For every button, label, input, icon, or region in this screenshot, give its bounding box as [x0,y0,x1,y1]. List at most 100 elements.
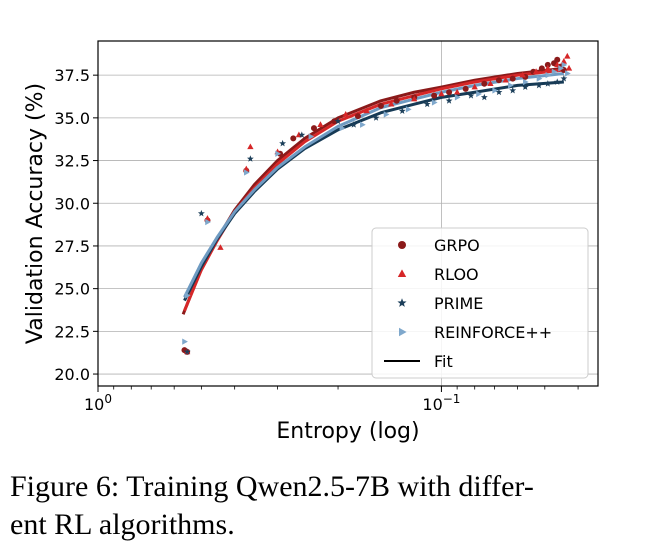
data-point [205,218,211,226]
data-point [565,64,573,71]
data-point [377,102,384,109]
data-point [558,65,564,72]
x-axis-label: Entropy (log) [276,419,419,444]
legend-label: REINFORCE++ [434,323,552,342]
plot-frame [97,40,599,387]
data-point [544,80,552,87]
y-tick-label: 20.0 [54,365,90,384]
legend-label: GRPO [434,236,480,255]
data-point [519,71,526,78]
data-point [423,100,431,108]
data-point [492,87,499,94]
data-point [495,88,503,96]
legend-marker-prime [397,298,407,307]
data-point [502,76,509,83]
data-point [553,78,561,85]
data-point [561,61,568,69]
tick-layer: 20.0 22.5 25.0 27.5 30.0 32.5 35.0 37.5 100 10−1 [54,66,579,414]
data-point [462,85,469,92]
data-point [290,135,297,142]
y-axis-label: Validation Accuracy (%) [23,83,48,344]
figure-caption: Figure 6: Training Qwen2.5-7B with diffe… [10,470,534,541]
legend-marker-reinforceplusplus [399,327,407,337]
data-point [564,52,571,59]
data-point [438,90,445,97]
data-point [182,338,188,345]
data-point [393,97,400,104]
data-point [445,97,453,104]
data-point [184,292,191,299]
data-point [247,143,254,150]
legend-label: PRIME [434,294,483,313]
x-tick-label: 10−1 [422,392,460,414]
data-point [298,131,306,138]
data-point [560,74,568,82]
data-point [554,56,561,63]
data-point [508,82,514,89]
data-point [339,124,346,132]
data-point [275,150,282,157]
data-point [246,155,254,162]
data-point [279,139,287,147]
data-point [310,125,317,132]
y-tick-label: 30.0 [54,194,90,213]
data-point [487,80,494,86]
data-point [471,83,478,90]
legend-marker-rloo [397,269,407,277]
data-point [565,70,571,77]
data-point [350,121,358,128]
data-point [431,99,438,106]
legend: GRPO RLOO PRIME REINFORCE++ Fit [371,227,589,379]
data-point [446,89,453,96]
series-reinforceplusplus [182,61,571,345]
data-point [454,94,461,101]
y-tick-label: 22.5 [54,322,90,341]
marker-layer [181,52,573,355]
y-tick-label: 32.5 [54,152,90,171]
data-point [334,117,342,125]
data-point [536,75,543,82]
y-tick-label: 35.0 [54,109,90,128]
data-point [509,75,516,82]
data-point [354,113,361,120]
data-point [509,86,517,94]
data-point [342,110,349,117]
data-point [308,133,315,140]
data-point [481,80,488,87]
data-point [360,121,366,128]
data-point [244,169,250,176]
data-point [372,114,380,121]
series-prime [183,74,568,355]
data-point [331,118,338,125]
data-point [317,121,324,127]
data-point [545,72,552,79]
data-point [544,64,551,71]
data-point [398,107,406,114]
data-point [405,106,412,113]
fit-layer [181,66,565,315]
data-point [217,244,224,250]
y-tick-label: 37.5 [54,66,90,85]
data-point [535,81,543,89]
data-point [532,68,540,74]
legend-box [371,227,589,379]
data-point [495,77,502,84]
y-tick-label: 25.0 [54,280,90,299]
data-point [480,93,488,101]
legend-marker-grpo [398,241,406,249]
data-point [476,90,482,98]
data-point [538,65,545,72]
data-point [521,83,529,91]
data-point [431,92,438,99]
legend-label: RLOO [434,265,479,284]
data-point [467,92,475,99]
data-point [363,107,370,114]
data-point [551,68,558,75]
fit-line-reinforceplusplus [183,71,565,298]
data-point [383,111,390,118]
data-point [453,88,461,95]
data-point [197,209,205,217]
data-point [523,78,529,86]
y-tick-label: 27.5 [54,237,90,256]
